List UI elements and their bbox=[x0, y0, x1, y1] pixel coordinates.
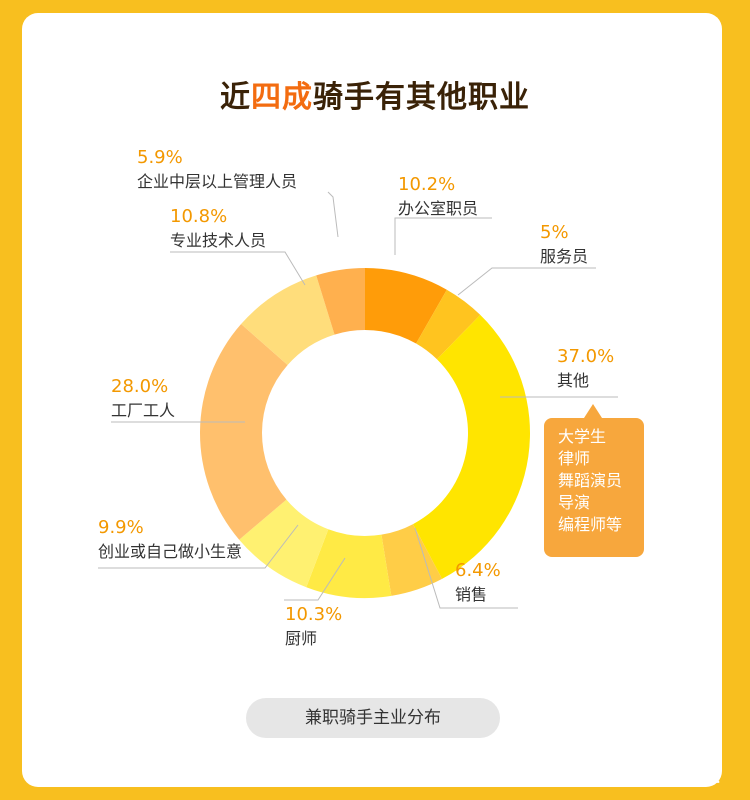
slice-pct-label-4: 10.3% bbox=[285, 604, 342, 625]
slice-labels: 10.2% 办公室职员 5% 服务员 37.0% 其他 6.4% 销售 10.3% 厨师 9.9% 创… bbox=[98, 147, 614, 648]
slice-4 bbox=[306, 529, 392, 598]
slice-pct-label-7: 10.8% bbox=[170, 206, 227, 227]
leader-line-7 bbox=[170, 251, 306, 286]
slice-name-label-2: 其他 bbox=[557, 371, 589, 390]
other-detail-2: 舞蹈演员 bbox=[558, 471, 623, 490]
slice-name-label-8: 企业中层以上管理人员 bbox=[137, 172, 297, 191]
slice-name-label-7: 专业技术人员 bbox=[170, 231, 266, 250]
slice-name-label-1: 服务员 bbox=[540, 247, 588, 266]
slice-pct-label-3: 6.4% bbox=[455, 560, 501, 581]
slice-name-label-5: 创业或自己做小生意 bbox=[98, 542, 242, 561]
slice-pct-label-5: 9.9% bbox=[98, 517, 144, 538]
chart-card bbox=[22, 13, 722, 787]
other-detail-0: 大学生 bbox=[558, 427, 607, 446]
title-prefix: 近 bbox=[220, 80, 251, 115]
subtitle-pill: 兼职骑手主业分布 bbox=[246, 698, 500, 738]
slice-pct-label-6: 28.0% bbox=[111, 376, 168, 397]
slice-7 bbox=[241, 275, 335, 365]
leader-line-8 bbox=[327, 191, 339, 238]
slice-pct-label-0: 10.2% bbox=[398, 174, 455, 195]
slice-name-label-3: 销售 bbox=[455, 585, 487, 604]
slice-0 bbox=[365, 268, 447, 344]
other-detail-4: 编程师等 bbox=[558, 515, 623, 534]
slice-name-label-0: 办公室职员 bbox=[398, 199, 478, 218]
slice-pct-label-8: 5.9% bbox=[137, 147, 183, 168]
slice-name-label-4: 厨师 bbox=[285, 629, 317, 648]
title-highlight: 四成 bbox=[251, 80, 313, 115]
leader-line-1 bbox=[457, 267, 596, 296]
slice-name-label-6: 工厂工人 bbox=[111, 401, 175, 420]
watermark: 头条 @阿龙聊创业 bbox=[578, 767, 720, 787]
chart-title: 近四成骑手有其他职业 bbox=[0, 72, 750, 116]
slice-pct-label-1: 5% bbox=[540, 222, 569, 243]
leader-line-5 bbox=[98, 524, 299, 569]
slice-8 bbox=[316, 268, 365, 335]
slice-3 bbox=[381, 524, 443, 596]
other-detail-3: 导演 bbox=[558, 493, 591, 512]
slice-6 bbox=[200, 324, 288, 540]
donut-slices bbox=[200, 268, 530, 598]
leader-lines bbox=[98, 191, 618, 609]
leader-line-0 bbox=[394, 217, 492, 255]
title-suffix: 骑手有其他职业 bbox=[313, 80, 530, 115]
other-detail-1: 律师 bbox=[558, 449, 591, 468]
slice-2 bbox=[413, 314, 530, 579]
other-details-bubble: 大学生律师舞蹈演员导演编程师等 bbox=[544, 404, 644, 557]
slice-1 bbox=[416, 289, 481, 360]
leader-line-4 bbox=[284, 557, 346, 601]
leader-line-3 bbox=[414, 527, 518, 609]
slice-pct-label-2: 37.0% bbox=[557, 346, 614, 367]
